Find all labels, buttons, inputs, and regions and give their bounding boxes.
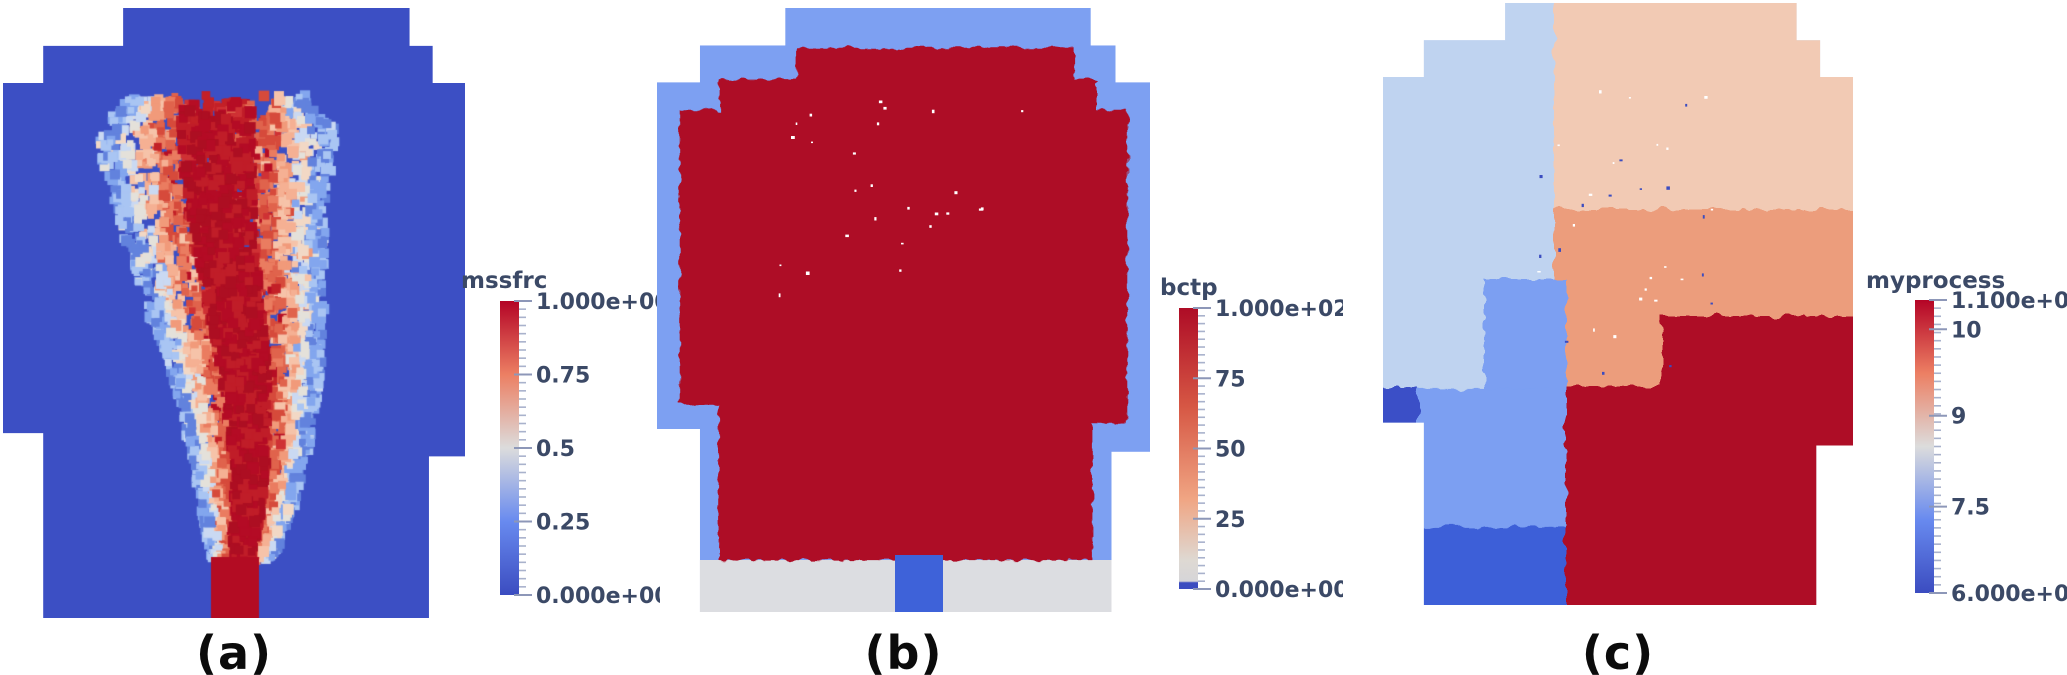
colorbar-gradient-bar <box>1915 300 1934 593</box>
tick-label: 0.75 <box>536 364 590 389</box>
tick-label: 1.100e+01 <box>1951 289 2067 314</box>
bctp-inlet <box>895 555 943 612</box>
tick-label: 0.000e+00 <box>1215 578 1343 603</box>
region-rank-top-right <box>1554 3 1853 221</box>
colorbar-ticks: 1.000e+00 0.75 0.5 0.25 0.000e+00 <box>514 290 660 609</box>
colorbar-title-myprocess: myprocess <box>1866 268 2005 294</box>
simulation-panel-a <box>3 8 465 618</box>
mssfrc-field-rendering <box>3 8 465 618</box>
simulation-panel-b <box>657 8 1150 612</box>
bctp-field-rendering <box>657 8 1150 612</box>
tick-label: 0.5 <box>536 437 575 462</box>
tick-label: 1.000e+02 <box>1215 297 1343 322</box>
region-rank-bottom-right <box>1661 316 1853 398</box>
tick-label: 0.000e+00 <box>536 584 660 609</box>
region-rank-mid-right <box>1554 209 1853 328</box>
bctp-interior <box>679 47 1128 561</box>
colorbar-bctp: bctp 1.000e+02 75 50 25 0.000e+00 <box>1160 275 1343 603</box>
panel-label-a: (a) <box>195 626 273 675</box>
colorbar-title-bctp: bctp <box>1160 275 1218 301</box>
tick-label: 10 <box>1951 318 1982 343</box>
tick-label: 6.000e+00 <box>1951 582 2067 607</box>
region-rank-bottom-left <box>1383 526 1566 605</box>
region-rank-mid-right <box>1554 316 1673 398</box>
region-rank-left-edge-block <box>1383 387 1418 439</box>
colorbar-myprocess: myprocess 1.100e+01 10 9 7.5 6.000e+00 <box>1866 268 2067 607</box>
panel-label-c: (c) <box>1581 626 1655 675</box>
colorbar-ticks: 1.100e+01 10 9 7.5 6.000e+00 <box>1929 289 2067 607</box>
tick-label: 50 <box>1215 438 1246 463</box>
myprocess-field-rendering <box>1383 3 1853 605</box>
tick-label: 75 <box>1215 367 1246 392</box>
tick-label: 7.5 <box>1951 496 1990 521</box>
simulation-panel-c <box>1383 3 1853 605</box>
colorbar-title-mssfrc: mssfrc <box>461 268 547 294</box>
bctp-pinholes <box>778 100 1024 298</box>
region-rank-mid-left <box>1484 279 1566 401</box>
region-rank-bottom-right <box>1554 386 1853 605</box>
myprocess-speckles <box>1537 90 1714 375</box>
colorbar-ticks: 1.000e+02 75 50 25 0.000e+00 <box>1193 297 1343 603</box>
tick-label: 25 <box>1215 508 1246 533</box>
tick-label: 9 <box>1951 405 1966 430</box>
tick-label: 1.000e+00 <box>536 290 660 315</box>
panel-label-b: (b) <box>864 626 943 675</box>
tick-label: 0.25 <box>536 511 590 536</box>
colorbar-mssfrc: mssfrc 1.000e+00 0.75 0.5 0.25 0.000e+00 <box>461 268 660 609</box>
myprocess-regions <box>1383 3 1853 605</box>
